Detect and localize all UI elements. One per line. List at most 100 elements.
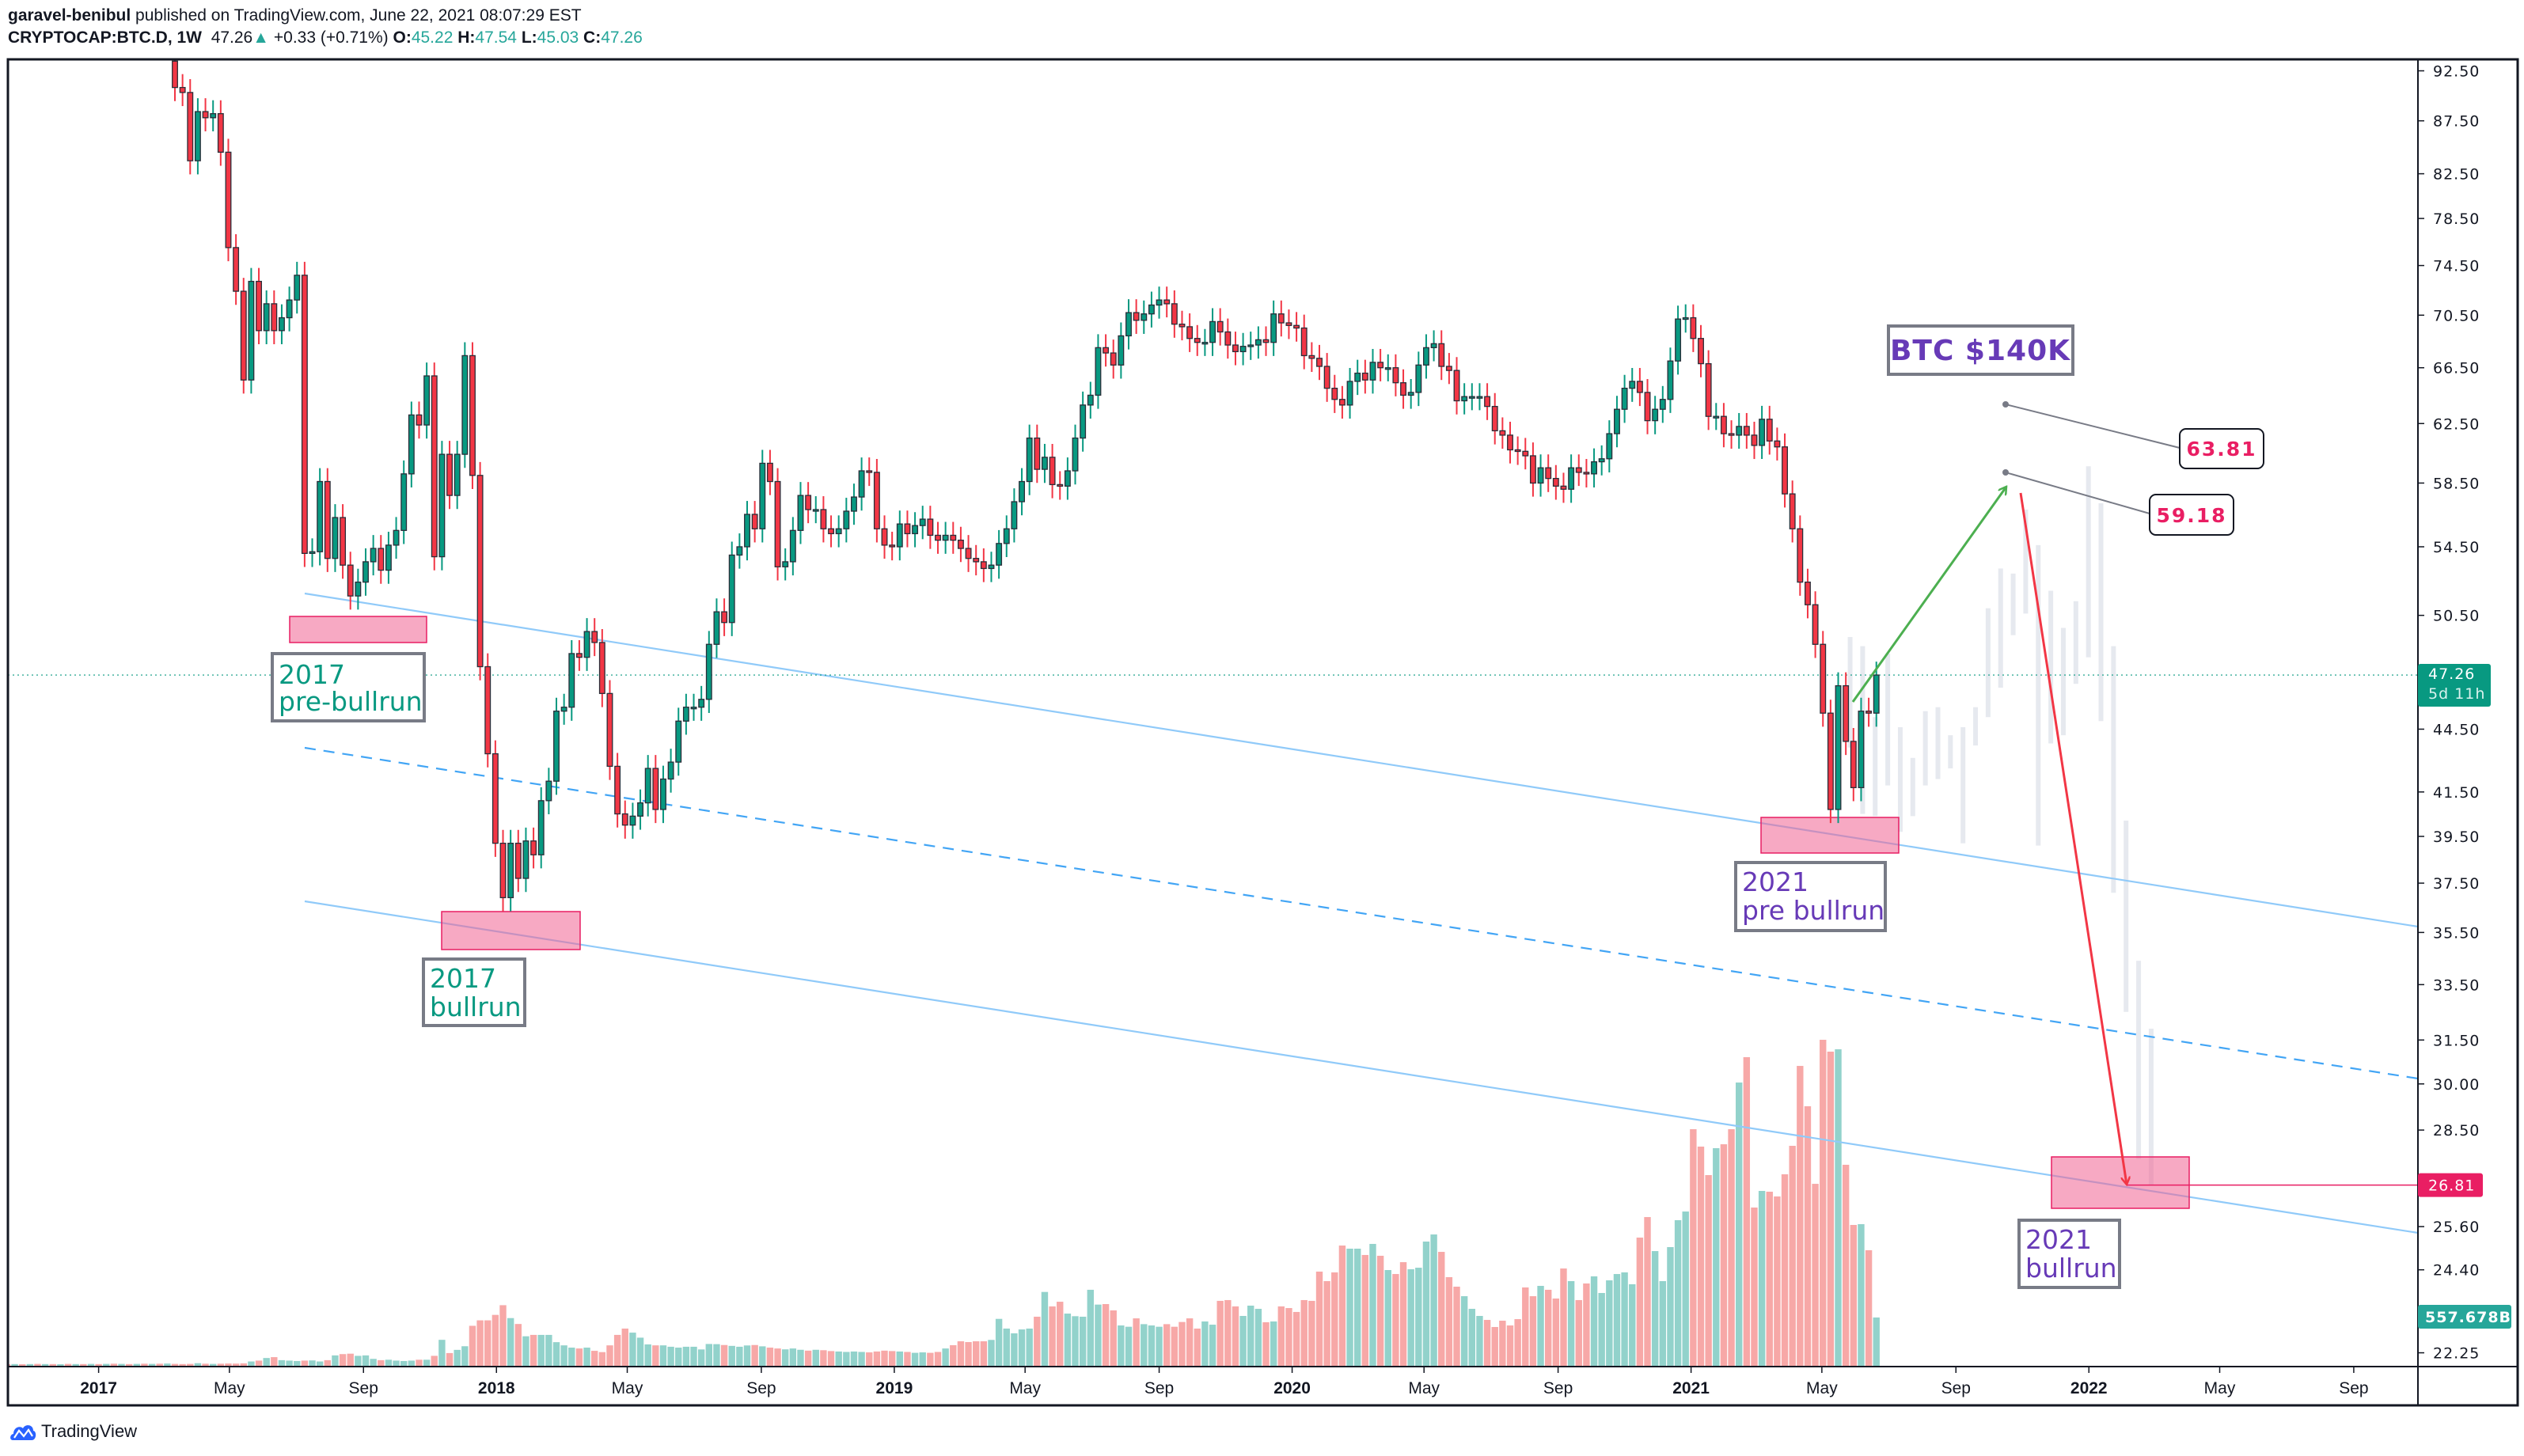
candle bbox=[1552, 464, 1559, 500]
down-arrow[interactable] bbox=[2019, 492, 2127, 1185]
callout-anchor-dot[interactable] bbox=[2002, 469, 2009, 476]
volume-bar bbox=[1606, 1280, 1613, 1366]
volume-bar bbox=[728, 1345, 735, 1366]
volume-bar bbox=[507, 1318, 514, 1366]
volume-bar bbox=[1407, 1269, 1414, 1366]
candle-body bbox=[644, 768, 651, 804]
candle bbox=[1125, 299, 1132, 350]
label-2021-bullrun[interactable]: 2021 bullrun bbox=[2017, 1219, 2121, 1289]
candle bbox=[1026, 424, 1033, 495]
time-axis[interactable]: 2017 May Sep 2018 May Sep 2019 May Sep 2020 May Sep… bbox=[80, 1367, 2369, 1397]
candle-body bbox=[713, 611, 720, 645]
candle bbox=[286, 286, 293, 332]
candle-body bbox=[575, 653, 583, 658]
zone-2017-bullrun[interactable] bbox=[441, 911, 581, 950]
price-change: +0.33 (+0.71%) bbox=[273, 28, 389, 47]
high-label: H: bbox=[457, 28, 476, 47]
candle-body bbox=[1163, 299, 1171, 305]
volume-bar bbox=[476, 1320, 484, 1366]
up-triangle-icon: ▲ bbox=[252, 28, 270, 47]
volume-bar bbox=[1384, 1270, 1391, 1366]
volume-bar bbox=[339, 1354, 347, 1366]
time-tick-label: 2017 bbox=[80, 1379, 117, 1397]
candle-body bbox=[789, 529, 796, 563]
zone-2021-bullrun[interactable] bbox=[2051, 1156, 2190, 1209]
candle bbox=[1216, 308, 1224, 346]
candle bbox=[996, 529, 1003, 579]
volume-bar bbox=[179, 1363, 186, 1366]
label-2021-pre-bullrun[interactable]: 2021 pre bullrun bbox=[1734, 861, 1887, 932]
candle-body bbox=[1789, 493, 1796, 529]
candle bbox=[1850, 727, 1857, 802]
candle bbox=[904, 510, 911, 548]
projection-bar bbox=[2060, 628, 2066, 736]
price-axis[interactable]: 92.50 87.50 82.50 78.50 74.50 70.50 66.50 62.50… bbox=[2418, 63, 2480, 1363]
volume-bar bbox=[187, 1363, 194, 1366]
candle bbox=[1438, 330, 1445, 381]
candle bbox=[1705, 350, 1712, 430]
candle-body bbox=[965, 548, 972, 559]
label-2017-bullrun[interactable]: 2017 bullrun bbox=[422, 957, 526, 1027]
callout-63-81[interactable]: 63.81 bbox=[2179, 428, 2264, 469]
candle-body bbox=[690, 707, 697, 710]
candle bbox=[667, 749, 674, 793]
candle-body bbox=[1178, 324, 1186, 328]
candle-body bbox=[1293, 324, 1300, 329]
volume-bar bbox=[484, 1320, 492, 1366]
volume-bar bbox=[278, 1359, 286, 1366]
candle bbox=[713, 598, 720, 658]
volume-bar bbox=[583, 1348, 590, 1366]
candle bbox=[1423, 334, 1429, 379]
volume-bar bbox=[1705, 1174, 1712, 1366]
candle-body bbox=[583, 631, 590, 658]
candle-body bbox=[484, 665, 492, 755]
volume-bar bbox=[568, 1348, 575, 1366]
label-line: pre-bullrun bbox=[279, 686, 423, 717]
candle-body bbox=[1476, 396, 1483, 399]
candle-body bbox=[1667, 360, 1674, 400]
projection-bar bbox=[2036, 544, 2041, 846]
candle bbox=[1384, 354, 1391, 381]
candle-body bbox=[1713, 415, 1720, 419]
candle-body bbox=[637, 802, 643, 817]
candle-body bbox=[263, 303, 270, 332]
tradingview-logo[interactable]: TradingView bbox=[9, 1421, 137, 1442]
candle-body bbox=[1659, 399, 1666, 410]
candle bbox=[1713, 403, 1720, 430]
candle bbox=[1537, 454, 1544, 497]
volume-bar bbox=[927, 1352, 934, 1366]
volume-bar bbox=[911, 1352, 919, 1366]
volume-bar bbox=[1842, 1164, 1850, 1366]
candle bbox=[1262, 326, 1270, 356]
candle-body bbox=[1812, 604, 1819, 645]
candle-body bbox=[545, 780, 552, 802]
volume-bars bbox=[8, 1039, 1880, 1366]
candle bbox=[294, 261, 301, 314]
candle bbox=[1766, 405, 1773, 455]
label-btc-140k[interactable]: BTC $140K bbox=[1887, 324, 2074, 376]
volume-bar bbox=[1003, 1328, 1010, 1366]
candle bbox=[1239, 332, 1247, 366]
time-tick-label: May bbox=[2204, 1379, 2236, 1397]
candle-body bbox=[1453, 370, 1460, 402]
callout-anchor-dot[interactable] bbox=[2002, 401, 2009, 408]
plot-area[interactable]: 63.81 59.18 BTC $140K 2017 pre-bullrun 2… bbox=[4, 47, 2418, 1366]
zone-2017-pre-bullrun[interactable] bbox=[289, 616, 427, 643]
callout-59-18[interactable]: 59.18 bbox=[2149, 494, 2234, 536]
label-2017-pre-bullrun[interactable]: 2017 pre-bullrun bbox=[271, 652, 426, 722]
up-arrow[interactable] bbox=[1851, 487, 2006, 703]
candle-body bbox=[1430, 343, 1437, 349]
channel-upper-line[interactable] bbox=[304, 592, 2418, 928]
projection-bar bbox=[2111, 646, 2116, 893]
candle-body bbox=[1400, 382, 1406, 396]
volume-bar bbox=[469, 1325, 476, 1366]
author-name[interactable]: garavel-benibul bbox=[8, 6, 131, 25]
candle-body bbox=[1125, 312, 1132, 337]
channel-mid-dashed-line[interactable] bbox=[304, 746, 2418, 1080]
candle-body bbox=[393, 529, 400, 546]
volume-bar bbox=[797, 1349, 804, 1366]
volume-bar bbox=[194, 1363, 202, 1366]
symbol-name[interactable]: CRYPTOCAP:BTC.D, 1W bbox=[8, 28, 203, 47]
candle-body bbox=[1598, 458, 1605, 463]
